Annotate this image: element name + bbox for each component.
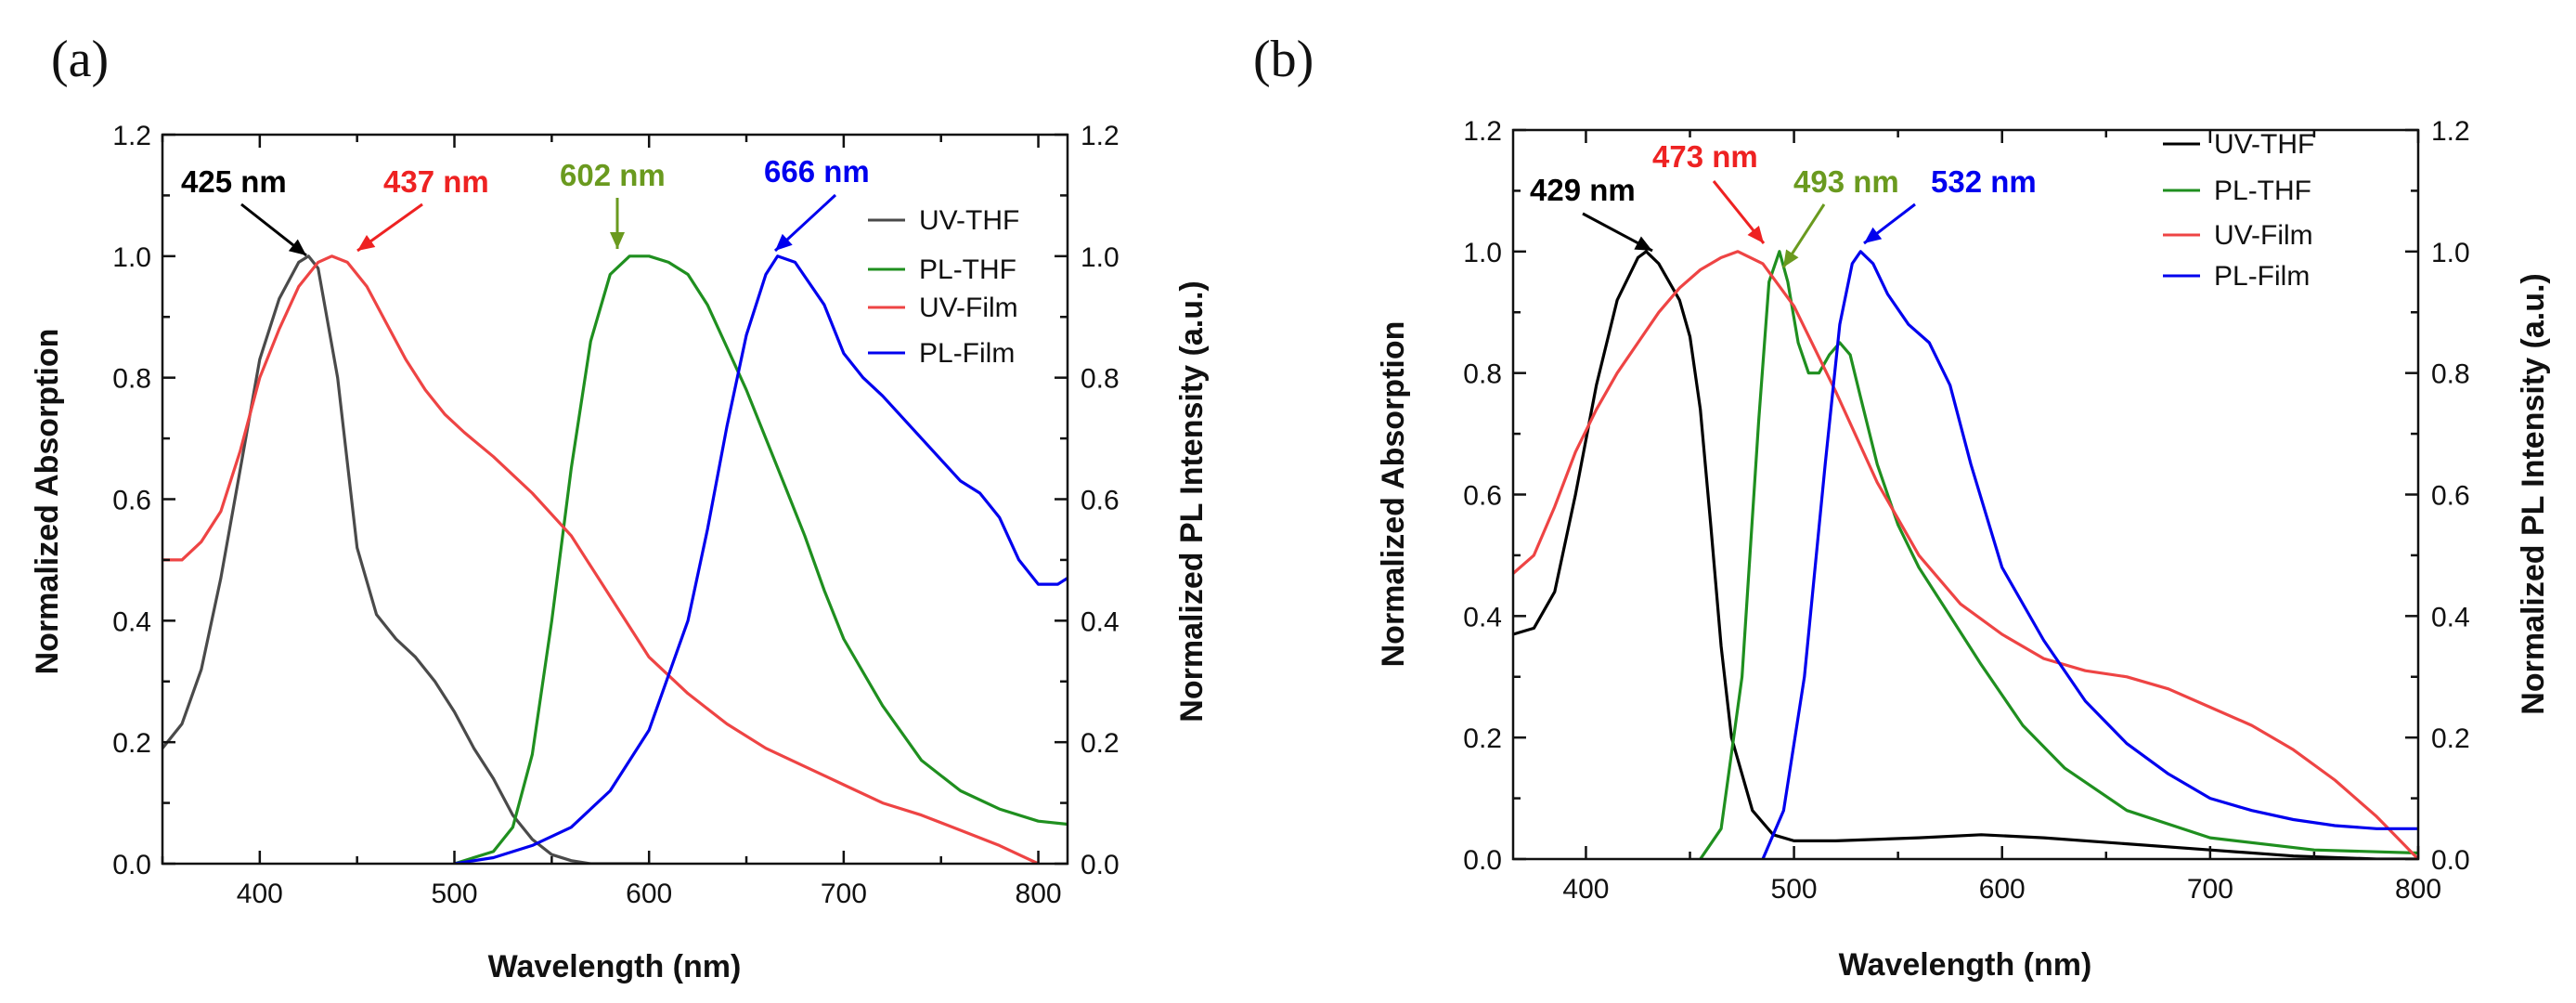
x-tick-label: 600 [1979, 874, 2026, 905]
series-line-pl-thf [1699, 250, 2418, 859]
annotation-a-1: 437 nm [383, 164, 489, 199]
panel-label-b: (b) [1253, 31, 1314, 88]
x-tick-label: 800 [1016, 879, 1062, 909]
y-tick-label-left: 0.0 [112, 850, 151, 880]
x-axis-title-a: Wavelength (nm) [488, 949, 742, 984]
ticks-layer-a: 400 500 600 700 800 0.0 0.0 0.2 0.2 0.4 0.4 0.6 0.6 0… [112, 121, 1119, 909]
annotation-arrow-head [357, 235, 376, 251]
annotation-b-2: 493 nm [1793, 164, 1899, 199]
series-line-uv-film [162, 254, 1040, 864]
x-tick-label: 500 [1771, 874, 1818, 905]
annotations-a: 425 nm 437 nm 602 nm 666 nm [181, 154, 870, 257]
y-tick-label-right: 0.2 [1081, 728, 1120, 759]
y-tick-label-left: 0.8 [1463, 359, 1502, 390]
series-line-pl-film [1761, 250, 2418, 859]
x-axis-title-b: Wavelength (nm) [1839, 947, 2092, 983]
series-line-uv-thf [1513, 250, 2418, 859]
panel-label-a: (a) [51, 31, 109, 88]
legend-label-uv-thf-b: UV-THF [2214, 129, 2314, 160]
annotation-b-3: 532 nm [1931, 164, 2037, 199]
legend-label-uv-film-b: UV-Film [2214, 220, 2313, 251]
x-tick-label: 500 [431, 879, 477, 909]
series-line-uv-thf [162, 254, 650, 864]
annotation-arrow-head [1634, 236, 1652, 251]
annotation-arrow-head [1864, 227, 1883, 243]
y-tick-label-left: 0.2 [112, 728, 151, 759]
y-tick-label-right: 1.2 [1081, 121, 1120, 151]
legend-label-pl-thf: PL-THF [919, 254, 1016, 285]
annotation-arrow-head [1747, 226, 1764, 243]
x-tick-label: 700 [821, 879, 867, 909]
y-axis-left-title-a: Normalized Absorption [30, 329, 65, 675]
annotation-arrow-head [775, 233, 793, 251]
x-tick-label: 800 [2395, 874, 2441, 905]
annotation-a-0: 425 nm [181, 164, 287, 199]
y-tick-label-right: 1.0 [1081, 242, 1120, 273]
y-tick-label-left: 0.8 [112, 364, 151, 395]
y-tick-label-right: 0.4 [1081, 606, 1120, 637]
annotation-arrow-head [288, 239, 306, 255]
y-axis-right-title-b: Normalized PL Intensity (a.u.) [2516, 273, 2551, 714]
series-line-uv-film [1513, 250, 2418, 859]
y-tick-label-left: 1.2 [112, 121, 151, 151]
y-tick-label-left: 0.6 [1463, 481, 1502, 512]
y-tick-label-left: 1.2 [1463, 116, 1502, 147]
annotation-b-0: 429 nm [1530, 173, 1636, 207]
x-tick-label: 700 [2187, 874, 2233, 905]
y-tick-label-right: 1.2 [2431, 116, 2470, 147]
y-tick-label-left: 1.0 [112, 242, 151, 273]
chart-panel-a: (a) 400 500 600 700 800 0.0 0.0 0.2 0.2 0.4 0.4 0.6… [30, 31, 1210, 984]
annotation-a-2: 602 nm [560, 158, 666, 192]
y-tick-label-right: 0.2 [2431, 723, 2470, 754]
y-tick-label-right: 0.8 [2431, 359, 2470, 390]
y-tick-label-right: 0.6 [1081, 486, 1120, 516]
x-tick-label: 600 [626, 879, 672, 909]
y-tick-label-left: 0.0 [1463, 845, 1502, 876]
y-tick-label-right: 0.4 [2431, 602, 2470, 632]
series-layer-a [162, 254, 1068, 864]
x-tick-label: 400 [1562, 874, 1609, 905]
y-tick-label-left: 0.6 [112, 486, 151, 516]
annotation-arrow-head [610, 232, 625, 249]
x-tick-label: 400 [237, 879, 283, 909]
legend-label-uv-thf: UV-THF [919, 205, 1019, 236]
annotations-b: 429 nm 473 nm 493 nm 532 nm [1530, 139, 2037, 268]
legend-label-pl-film: PL-Film [919, 338, 1015, 369]
y-tick-label-left: 0.4 [1463, 602, 1502, 632]
y-tick-label-right: 0.0 [1081, 850, 1120, 880]
y-axis-right-title-a: Normalized PL Intensity (a.u.) [1174, 280, 1210, 722]
legend-label-pl-film-b: PL-Film [2214, 261, 2310, 292]
series-layer-b [1513, 250, 2418, 859]
legend-b: UV-THF PL-THF UV-Film PL-Film [2163, 129, 2314, 292]
y-tick-label-right: 0.0 [2431, 845, 2470, 876]
y-tick-label-right: 1.0 [2431, 238, 2470, 268]
series-line-pl-thf [454, 254, 1068, 864]
annotation-b-1: 473 nm [1652, 139, 1758, 174]
y-tick-label-right: 0.8 [1081, 364, 1120, 395]
legend-a: UV-THF PL-THF UV-Film PL-Film [868, 205, 1019, 369]
series-line-pl-film [454, 254, 1068, 864]
y-tick-label-right: 0.6 [2431, 481, 2470, 512]
legend-label-pl-thf-b: PL-THF [2214, 176, 2311, 206]
y-tick-label-left: 0.2 [1463, 723, 1502, 754]
annotation-a-3: 666 nm [764, 154, 870, 189]
y-tick-label-left: 1.0 [1463, 238, 1502, 268]
legend-label-uv-film: UV-Film [919, 293, 1018, 323]
y-tick-label-left: 0.4 [112, 606, 151, 637]
annotation-arrow-head [1783, 249, 1799, 267]
y-axis-left-title-b: Normalized Absorption [1376, 321, 1411, 668]
